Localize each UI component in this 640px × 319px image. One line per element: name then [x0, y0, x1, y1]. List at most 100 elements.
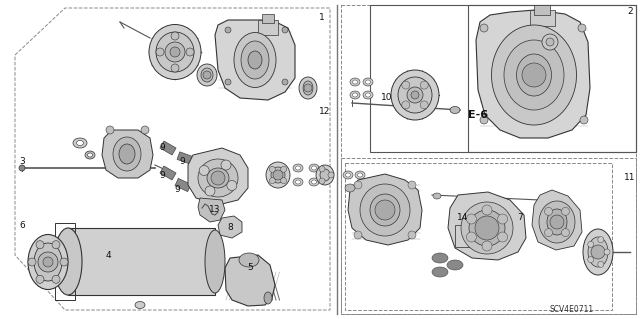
Ellipse shape: [391, 70, 439, 120]
Polygon shape: [448, 192, 526, 260]
Ellipse shape: [365, 93, 371, 97]
Circle shape: [411, 91, 419, 99]
Circle shape: [170, 47, 180, 57]
Bar: [68, 228, 215, 295]
Ellipse shape: [355, 171, 365, 179]
Text: 9: 9: [159, 170, 165, 180]
Text: 11: 11: [624, 174, 636, 182]
Circle shape: [211, 171, 225, 185]
Circle shape: [598, 237, 604, 243]
Circle shape: [598, 261, 604, 267]
Circle shape: [43, 257, 53, 267]
Text: 10: 10: [381, 93, 393, 102]
Circle shape: [482, 241, 492, 251]
Circle shape: [407, 87, 423, 103]
Text: SCV4E0711: SCV4E0711: [550, 306, 594, 315]
Ellipse shape: [119, 144, 135, 164]
Circle shape: [199, 166, 209, 175]
Ellipse shape: [398, 77, 432, 113]
Circle shape: [328, 172, 334, 178]
Ellipse shape: [113, 137, 141, 171]
Ellipse shape: [54, 228, 82, 295]
Circle shape: [408, 231, 416, 239]
Circle shape: [545, 229, 552, 237]
Bar: [455, 225, 493, 247]
Ellipse shape: [197, 64, 217, 86]
Ellipse shape: [271, 167, 285, 183]
Circle shape: [420, 101, 428, 109]
Polygon shape: [102, 130, 153, 178]
Circle shape: [522, 63, 546, 87]
Ellipse shape: [264, 292, 272, 304]
Circle shape: [38, 252, 58, 272]
Circle shape: [354, 181, 362, 189]
Ellipse shape: [353, 93, 358, 97]
Text: 13: 13: [209, 205, 221, 214]
Circle shape: [480, 24, 488, 32]
Circle shape: [28, 258, 36, 266]
Text: E-6: E-6: [468, 110, 488, 120]
Circle shape: [604, 249, 610, 255]
Circle shape: [141, 126, 149, 134]
Circle shape: [497, 232, 508, 242]
Ellipse shape: [433, 193, 441, 199]
Circle shape: [561, 229, 570, 237]
Ellipse shape: [296, 180, 301, 184]
Circle shape: [225, 79, 231, 85]
Ellipse shape: [201, 68, 213, 82]
Ellipse shape: [469, 210, 505, 246]
Circle shape: [269, 178, 275, 184]
Circle shape: [221, 160, 231, 170]
Ellipse shape: [353, 80, 358, 84]
Ellipse shape: [207, 168, 229, 188]
Text: 9: 9: [159, 143, 165, 152]
Circle shape: [282, 27, 288, 33]
Ellipse shape: [461, 202, 513, 254]
Ellipse shape: [547, 209, 567, 235]
Ellipse shape: [85, 151, 95, 159]
Circle shape: [225, 27, 231, 33]
Bar: [55, 223, 75, 300]
Ellipse shape: [312, 166, 317, 170]
Ellipse shape: [266, 162, 290, 188]
Circle shape: [165, 42, 185, 62]
Ellipse shape: [492, 25, 577, 125]
Circle shape: [281, 166, 287, 172]
Bar: [262, 14, 274, 23]
Ellipse shape: [77, 140, 83, 145]
Ellipse shape: [296, 166, 301, 170]
Circle shape: [319, 178, 325, 184]
Polygon shape: [215, 20, 295, 100]
Circle shape: [282, 79, 288, 85]
Ellipse shape: [350, 78, 360, 86]
Ellipse shape: [365, 80, 371, 84]
Ellipse shape: [234, 33, 276, 87]
Ellipse shape: [303, 81, 313, 95]
Circle shape: [273, 170, 283, 180]
Ellipse shape: [156, 32, 194, 72]
Ellipse shape: [205, 230, 225, 293]
Circle shape: [52, 275, 60, 283]
Ellipse shape: [447, 260, 463, 270]
Polygon shape: [188, 148, 248, 205]
Circle shape: [497, 214, 508, 224]
Ellipse shape: [363, 91, 373, 99]
Text: 2: 2: [627, 8, 633, 17]
Polygon shape: [476, 10, 590, 138]
Circle shape: [588, 257, 594, 263]
Circle shape: [19, 165, 25, 171]
Ellipse shape: [370, 194, 400, 226]
Circle shape: [542, 34, 558, 50]
Circle shape: [319, 166, 325, 172]
Circle shape: [467, 232, 476, 242]
Circle shape: [375, 200, 395, 220]
Circle shape: [36, 275, 44, 283]
Circle shape: [482, 205, 492, 215]
Ellipse shape: [345, 184, 355, 192]
Ellipse shape: [312, 180, 317, 184]
Circle shape: [578, 24, 586, 32]
Ellipse shape: [516, 54, 552, 96]
Ellipse shape: [432, 253, 448, 263]
Text: 3: 3: [19, 158, 25, 167]
Circle shape: [546, 38, 554, 46]
